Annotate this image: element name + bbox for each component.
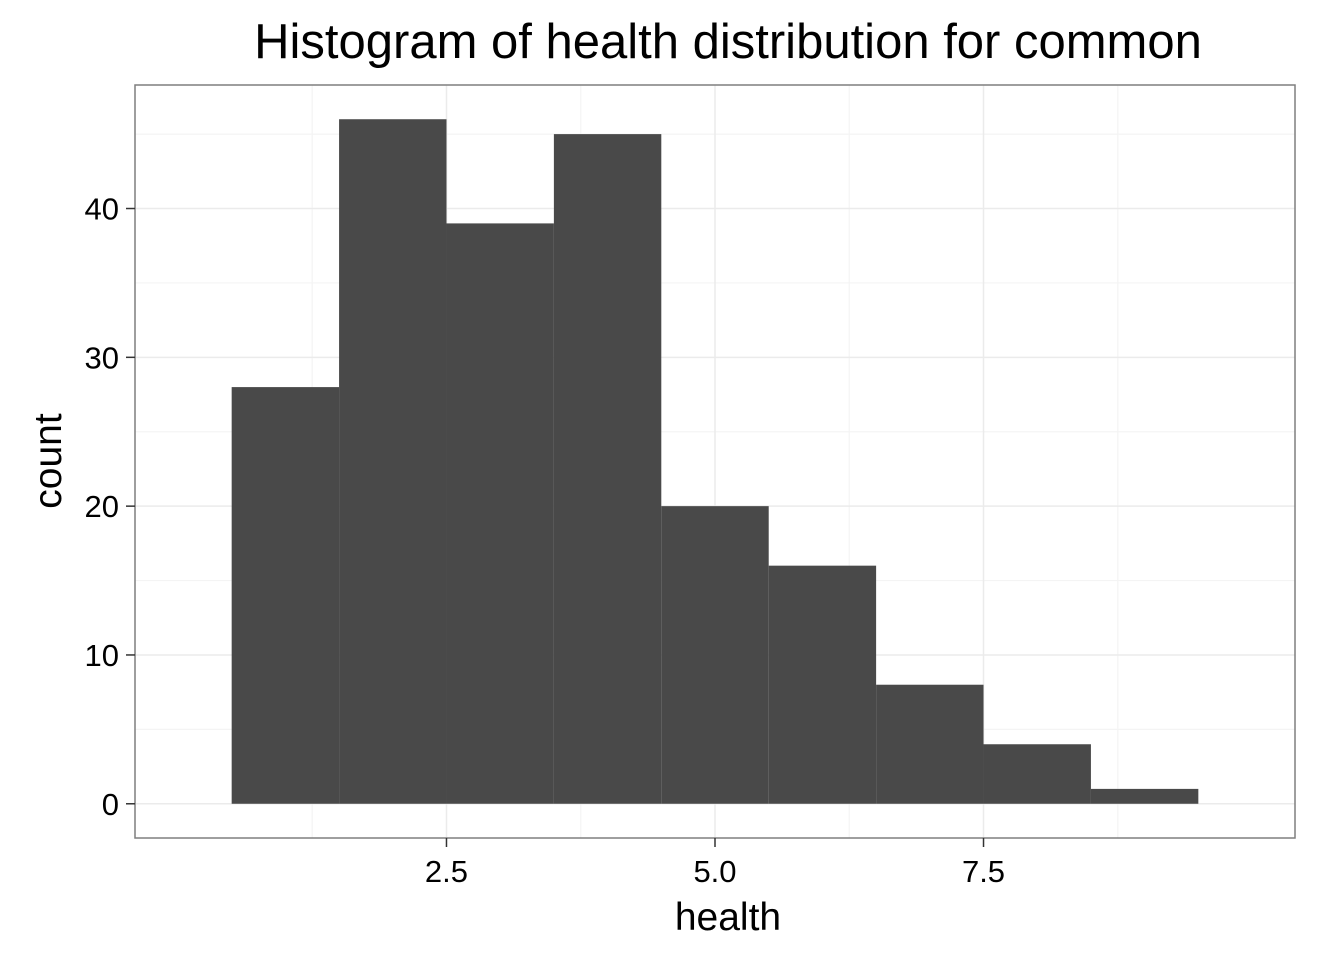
- y-tick-label: 30: [85, 340, 119, 375]
- x-tick-label: 5.0: [693, 854, 736, 889]
- chart-title: Histogram of health distribution for com…: [254, 15, 1202, 69]
- histogram-bar: [983, 744, 1091, 804]
- x-axis-label: health: [675, 896, 781, 939]
- histogram-bar: [1090, 788, 1199, 804]
- y-tick-label: 0: [102, 787, 119, 822]
- histogram-bar: [231, 387, 340, 804]
- histogram-bar: [768, 565, 877, 804]
- histogram-bar: [553, 134, 662, 804]
- histogram-bar: [446, 223, 554, 804]
- y-tick-label: 20: [85, 489, 119, 524]
- y-tick-label: 40: [85, 192, 119, 227]
- y-axis-label: count: [27, 413, 70, 509]
- x-tick-label: 7.5: [962, 854, 1005, 889]
- plot-panel: 0 10 20 30 40 2.5 5.0 7.5: [85, 84, 1296, 889]
- x-tick-label: 2.5: [425, 854, 468, 889]
- histogram-bar: [339, 119, 447, 804]
- histogram-bar: [661, 506, 769, 804]
- histogram-bar: [876, 684, 984, 804]
- y-tick-label: 10: [85, 638, 119, 673]
